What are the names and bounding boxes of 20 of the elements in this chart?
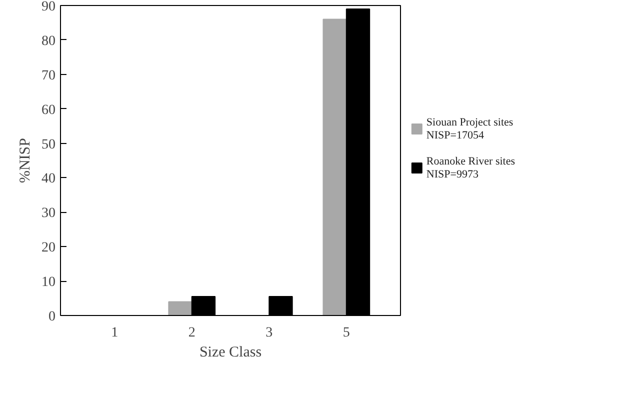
- y-tick-label: 30: [42, 206, 56, 222]
- x-tick-label: 3: [266, 326, 273, 340]
- bar: [322, 18, 347, 316]
- y-tick-label: 60: [42, 102, 56, 118]
- x-tick-label: 1: [111, 326, 118, 340]
- x-tick-label: 2: [188, 326, 196, 340]
- y-tick-label: 90: [42, 0, 56, 14]
- y-tick-label: 40: [42, 172, 56, 187]
- y-tick-label: 20: [42, 240, 56, 256]
- x-tick-label: 5: [342, 326, 350, 340]
- legend-label: Siouan Project sites NISP=17054: [426, 116, 514, 142]
- y-axis-title: %NISP: [18, 138, 34, 184]
- y-tick-label: 0: [48, 310, 56, 324]
- x-axis-title: Size Class: [199, 344, 262, 360]
- legend-label: Roanoke River sites NISP=9973: [426, 155, 516, 181]
- y-tick-label: 80: [42, 34, 56, 49]
- y-tick-label: 50: [42, 137, 56, 152]
- bar: [168, 301, 192, 316]
- y-tick-label: 70: [42, 68, 56, 84]
- y-tick-label: 10: [42, 275, 56, 290]
